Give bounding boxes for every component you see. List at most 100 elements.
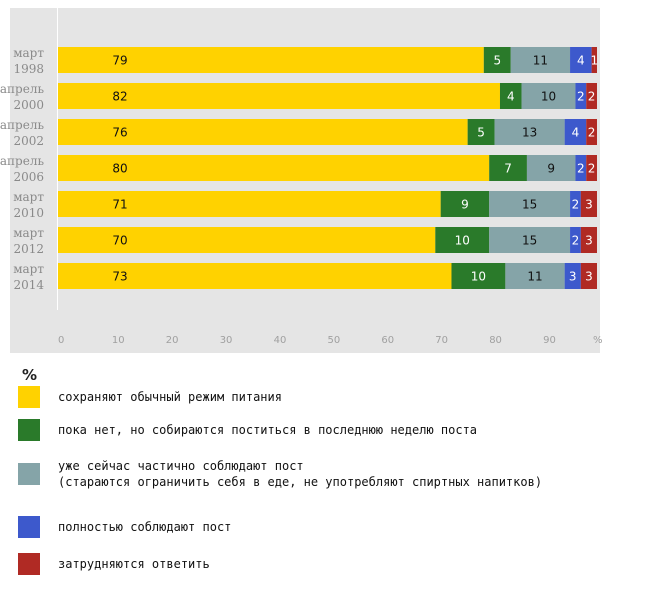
x-tick-label: 20 (166, 335, 179, 346)
bar-segment (521, 83, 576, 109)
bar-segment (499, 83, 522, 109)
bar-value-label: 10 (455, 234, 470, 248)
bar-segment (526, 155, 576, 181)
bar-value-label: 7 (504, 162, 512, 176)
bar-value-label: 2 (588, 162, 596, 176)
y-tick-label-month: апрель (0, 82, 44, 96)
legend-swatch (18, 553, 40, 575)
legend-item: пока нет, но собираются поститься в посл… (18, 419, 477, 441)
bar-segment (570, 47, 592, 73)
bar-segment (440, 191, 490, 217)
bar-value-label: 5 (477, 126, 485, 140)
legend-swatch (18, 463, 40, 485)
bar-segment (489, 191, 571, 217)
bar-segment (586, 83, 597, 109)
legend-item: полностью соблюдают пост (18, 516, 231, 538)
x-tick-label: 30 (220, 335, 233, 346)
bar-value-label: 73 (112, 270, 127, 284)
x-tick-label: 0 (58, 335, 64, 346)
legend-label: пока нет, но собираются поститься в посл… (58, 423, 478, 437)
bar-value-label: 15 (522, 234, 537, 248)
legend-swatch (18, 516, 40, 538)
bar-segment (586, 119, 597, 145)
bar-segment (489, 227, 571, 253)
x-tick-label: 60 (381, 335, 394, 346)
legend-title: % (22, 366, 38, 384)
bar-value-label: 2 (577, 162, 585, 176)
bar-value-label: 80 (112, 162, 127, 176)
legend-item: затрудняются ответить (18, 553, 210, 575)
x-tick-label: 40 (274, 335, 287, 346)
bar-value-label: 15 (522, 198, 537, 212)
bar-value-label: 70 (112, 234, 127, 248)
bar-segment (451, 263, 506, 289)
bar-value-label: 9 (547, 162, 555, 176)
bar-segment (580, 263, 597, 289)
bar-segment (564, 263, 581, 289)
bar-value-label: 9 (461, 198, 469, 212)
bar-segment (570, 191, 581, 217)
bar-segment (575, 83, 587, 109)
bar-value-label: 79 (112, 54, 127, 68)
bar-segment (58, 83, 500, 109)
y-tick-label-month: март (13, 190, 44, 204)
legend-label: затрудняются ответить (58, 557, 210, 571)
bar-segment (586, 155, 597, 181)
bar-value-label: 76 (112, 126, 127, 140)
bar-segment (58, 227, 436, 253)
bar-value-label: 2 (588, 126, 596, 140)
x-tick-label: 80 (489, 335, 502, 346)
y-tick-label-month: март (13, 262, 44, 276)
bar-value-label: 11 (527, 270, 542, 284)
bar-segment (435, 227, 490, 253)
y-tick-label-month: март (13, 226, 44, 240)
bar-value-label: 3 (585, 234, 593, 248)
x-tick-label: 70 (435, 335, 448, 346)
bar-segment (575, 155, 587, 181)
legend-label: сохраняют обычный режим питания (58, 390, 282, 404)
bar-value-label: 1 (590, 54, 598, 68)
y-tick-label-month: апрель (0, 118, 44, 132)
bar-value-label: 2 (572, 234, 580, 248)
bar-value-label: 10 (471, 270, 486, 284)
bar-value-label: 3 (585, 270, 593, 284)
bar-segment (505, 263, 565, 289)
y-tick-label-year: 2000 (13, 98, 44, 112)
bar-value-label: 3 (569, 270, 577, 284)
bar-value-label: 4 (572, 126, 580, 140)
bar-segment (494, 119, 565, 145)
bar-value-label: 2 (588, 90, 596, 104)
chart: 0 10 20 30 40 50 60 70 80 90% март 1998 79 5 11 4 1 апрел… (0, 8, 603, 353)
bar-value-label: 2 (577, 90, 585, 104)
bar-segment (564, 119, 587, 145)
legend-item: сохраняют обычный режим питания (18, 386, 282, 408)
bar-segment (467, 119, 495, 145)
legend-swatch (18, 386, 40, 408)
y-tick-label-year: 2006 (13, 170, 44, 184)
legend-label: уже сейчас частично соблюдают пост (стар… (58, 459, 543, 489)
bar-value-label: 11 (533, 54, 548, 68)
bar-value-label: 4 (577, 54, 585, 68)
bar-segment (570, 227, 581, 253)
y-tick-label-year: 2002 (13, 134, 44, 148)
y-tick-label-month: март (13, 46, 44, 60)
y-tick-label-year: 2010 (13, 206, 44, 220)
x-tick-label: 90 (543, 335, 556, 346)
bar-segment (591, 47, 597, 73)
legend: % сохраняют обычный режим питания пока не… (18, 366, 638, 575)
bar-value-label: 82 (112, 90, 127, 104)
bar-value-label: 13 (522, 126, 537, 140)
bar-segment (58, 119, 468, 145)
bar-value-label: 2 (572, 198, 580, 212)
x-tick-label: 10 (112, 335, 125, 346)
bar-segment (58, 263, 452, 289)
bar-segment (489, 155, 527, 181)
x-tick-label: 50 (328, 335, 341, 346)
x-unit-label: % (593, 335, 603, 346)
bar-segment (580, 191, 597, 217)
bar-value-label: 5 (493, 54, 501, 68)
bar-value-label: 71 (112, 198, 127, 212)
y-tick-label-month: апрель (0, 154, 44, 168)
legend-label: полностью соблюдают пост (58, 520, 232, 534)
